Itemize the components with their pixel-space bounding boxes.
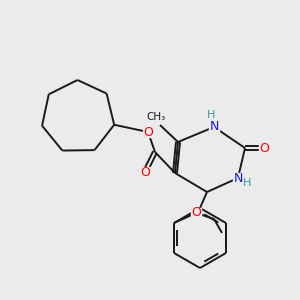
Bar [209,122,219,132]
Bar [140,167,150,177]
Text: O: O [259,142,269,154]
Text: N: N [209,121,219,134]
Bar [259,143,269,153]
Text: O: O [140,166,150,178]
Text: H: H [243,178,251,188]
Text: O: O [143,125,153,139]
Text: O: O [191,206,201,220]
Text: N: N [233,172,243,184]
Text: CH₃: CH₃ [146,112,166,122]
Text: H: H [207,110,215,120]
Bar [143,127,153,137]
Bar [233,173,243,183]
Bar [191,208,201,218]
